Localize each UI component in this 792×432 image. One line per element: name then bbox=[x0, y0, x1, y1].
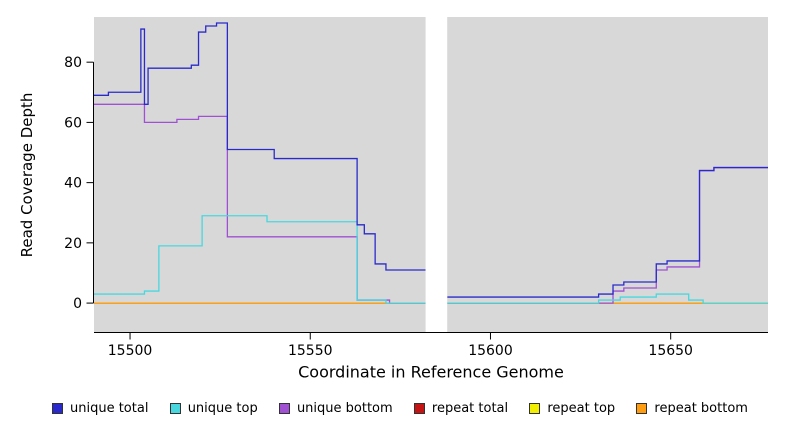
y-tick-label: 60 bbox=[64, 115, 82, 131]
legend-item-unique-bottom: unique bottom bbox=[278, 401, 393, 416]
legend-swatch-unique-top bbox=[169, 403, 181, 414]
legend-label: unique total bbox=[70, 401, 149, 416]
legend-label: unique bottom bbox=[296, 401, 393, 416]
legend-swatch-repeat-bottom bbox=[636, 403, 648, 414]
legend-item-unique-total: unique total bbox=[52, 401, 148, 416]
legend-item-unique-top: unique top bbox=[169, 401, 258, 416]
legend-item-repeat-total: repeat total bbox=[413, 401, 509, 416]
series-line-unique-total-seg2 bbox=[447, 166, 768, 298]
legend-swatch-unique-total bbox=[52, 403, 63, 414]
legend-item-repeat-top: repeat top bbox=[529, 401, 615, 416]
legend-label: repeat total bbox=[431, 401, 509, 416]
x-tick-label: 15550 bbox=[288, 343, 333, 359]
legend-label: unique top bbox=[187, 401, 258, 416]
y-tick-label: 20 bbox=[64, 236, 82, 252]
y-tick-label: 0 bbox=[73, 296, 82, 312]
series-line-unique-top-seg2 bbox=[447, 293, 768, 304]
legend-swatch-repeat-total bbox=[413, 403, 425, 414]
legend-label: repeat bottom bbox=[654, 401, 748, 416]
legend-swatch-unique-bottom bbox=[278, 403, 290, 414]
coverage-plot: 0 20 40 60 80 15500 15550 15600 15650 bbox=[64, 17, 768, 359]
legend-swatch-repeat-top bbox=[529, 403, 541, 414]
y-axis-label: Read Coverage Depth bbox=[18, 92, 36, 258]
x-tick-label: 15650 bbox=[648, 343, 693, 359]
x-tick-label: 15500 bbox=[108, 343, 153, 359]
y-tick-label: 40 bbox=[64, 176, 82, 192]
x-axis-label: Coordinate in Reference Genome bbox=[298, 362, 564, 382]
legend-item-repeat-bottom: repeat bottom bbox=[636, 401, 748, 416]
masked-region-band bbox=[425, 17, 448, 332]
x-tick-label: 15600 bbox=[468, 343, 513, 359]
y-tick-label: 80 bbox=[64, 55, 82, 71]
legend-label: repeat top bbox=[547, 401, 616, 416]
legend: unique total unique top unique bottom repea… bbox=[52, 401, 748, 416]
series-line-unique-total-seg1 bbox=[94, 22, 426, 271]
series-line-unique-top-seg1 bbox=[94, 215, 426, 304]
